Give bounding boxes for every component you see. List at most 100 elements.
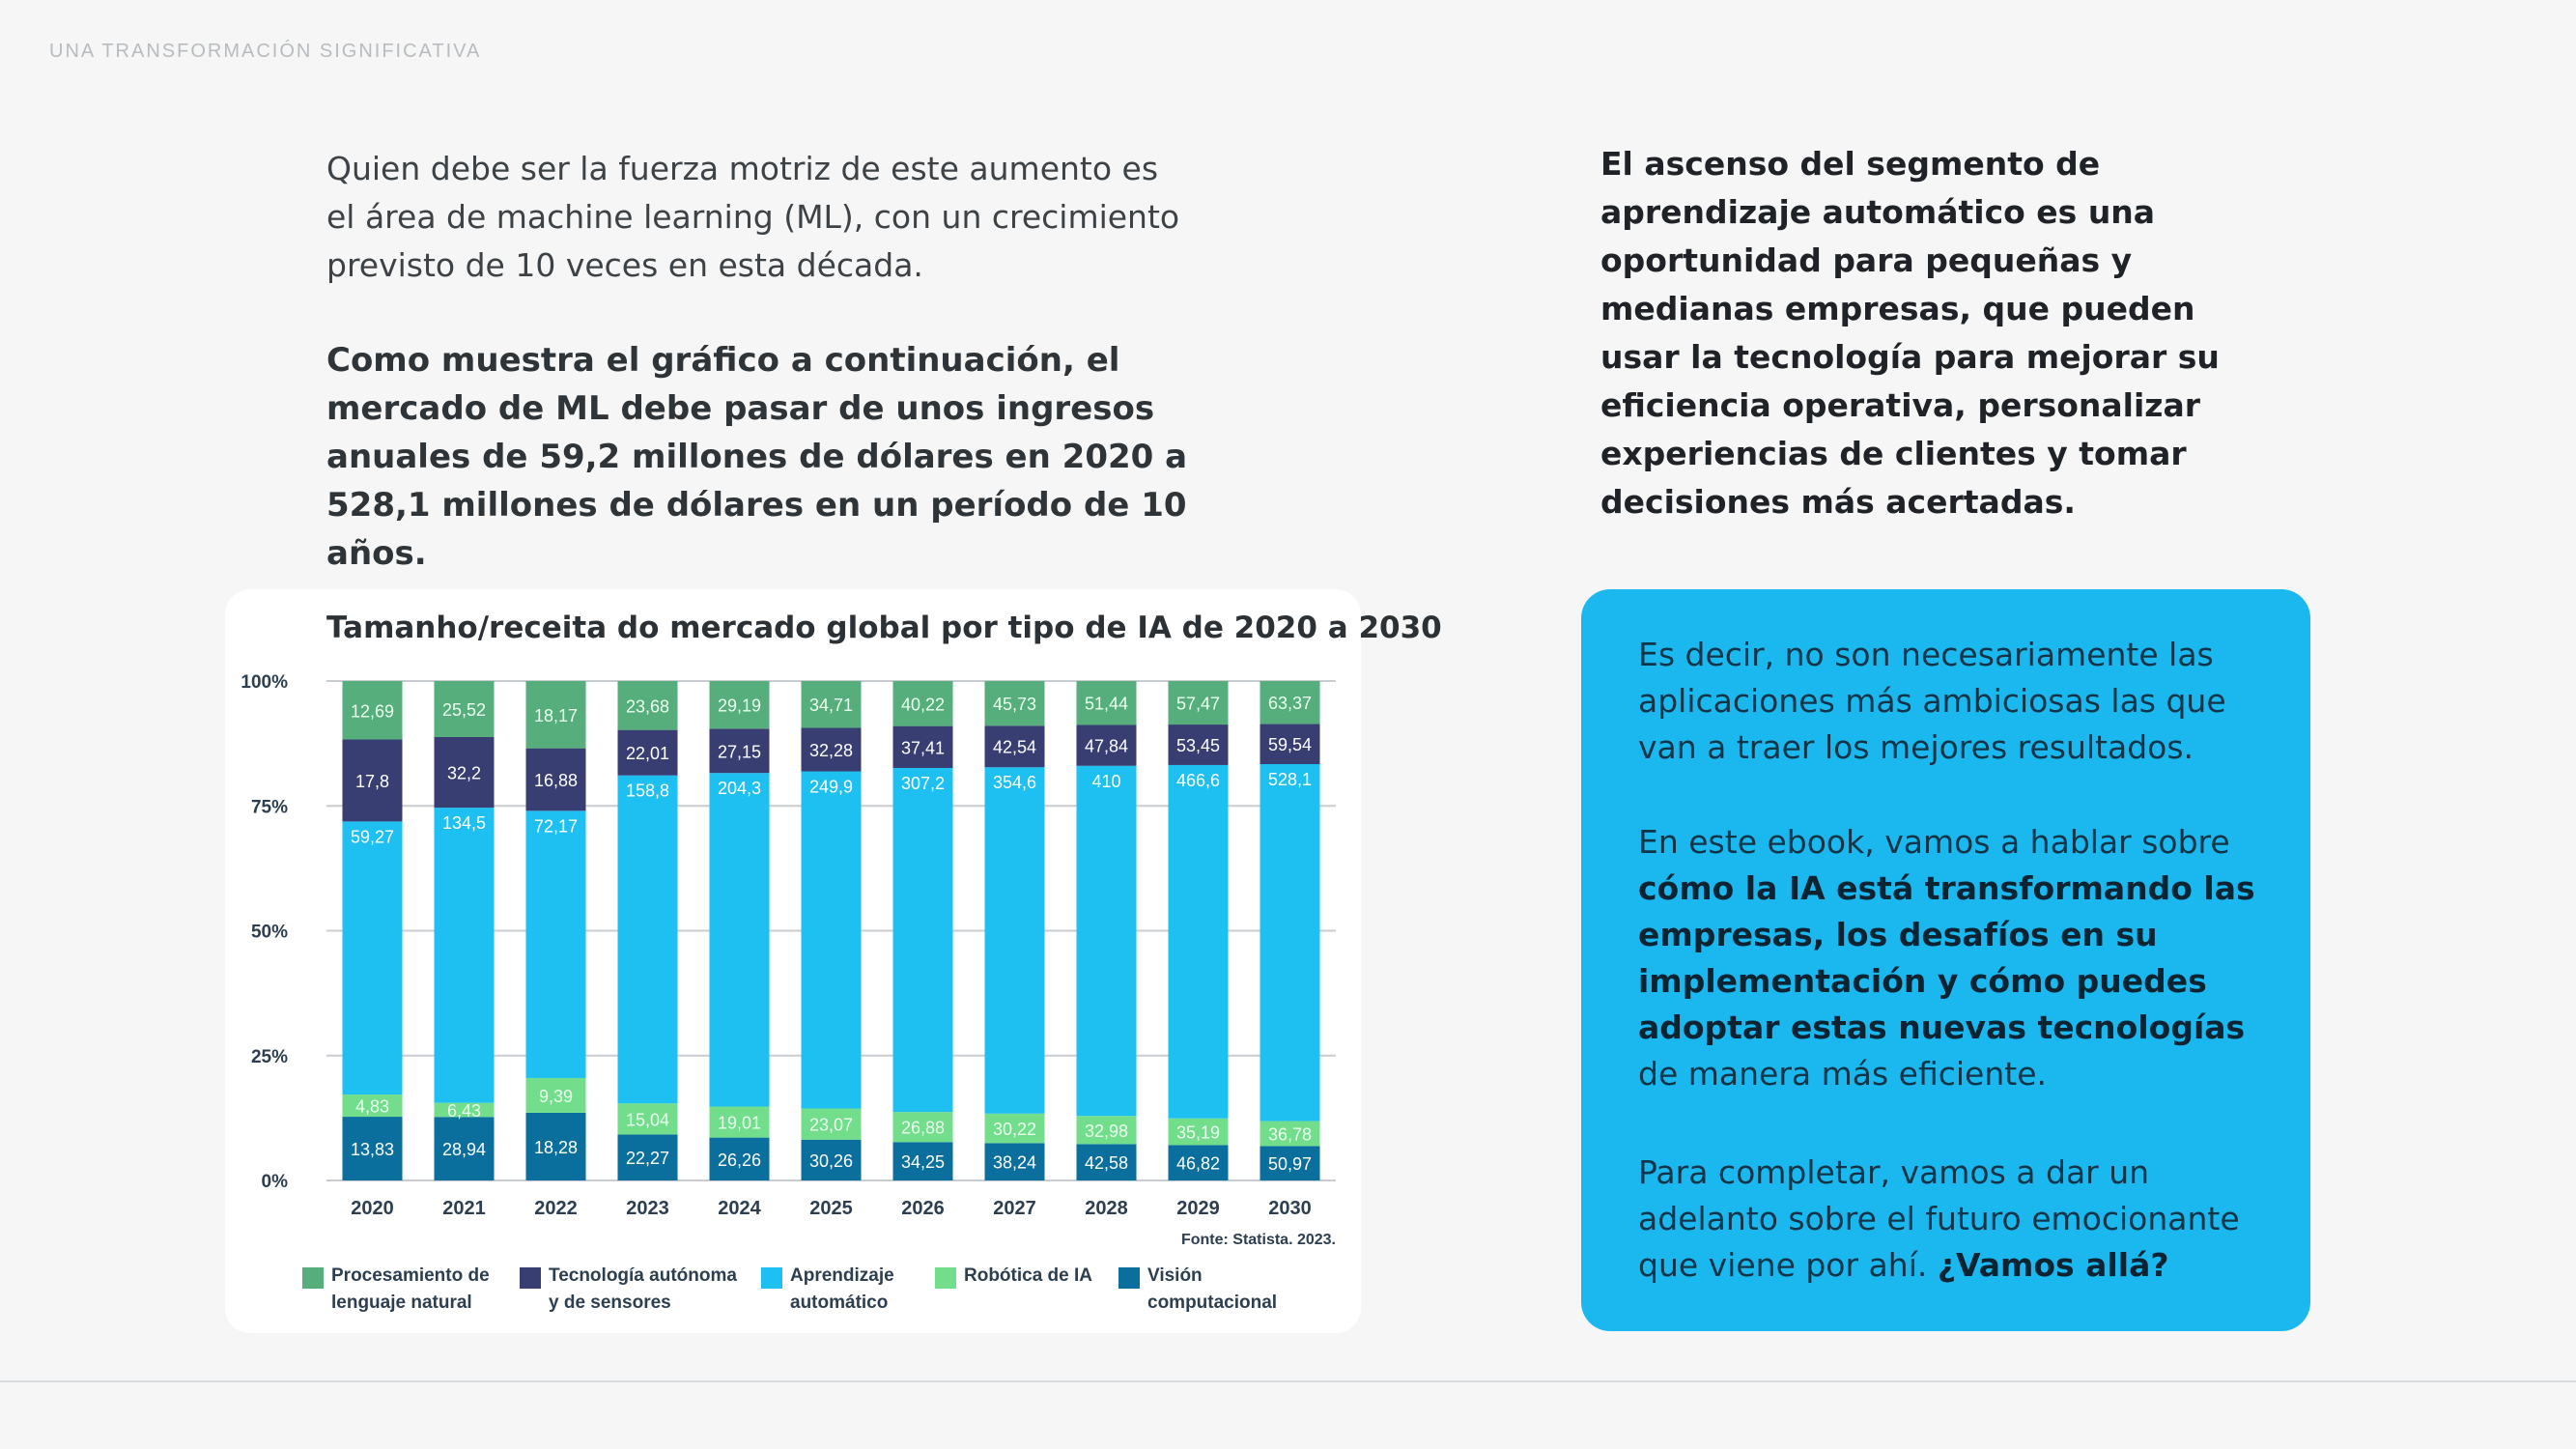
- bar-segment: [892, 681, 953, 726]
- data-label: 63,37: [1268, 694, 1312, 713]
- legend-label: lenguaje natural: [331, 1293, 472, 1313]
- data-label: 23,68: [626, 696, 669, 716]
- callout-p2-end: de manera más eficiente.: [1638, 1055, 2048, 1093]
- section-eyebrow: UNA TRANSFORMACIÓN SIGNIFICATIVA: [49, 41, 482, 62]
- bar-segment: [525, 748, 586, 811]
- bar-segment: [1260, 1146, 1320, 1180]
- y-tick-label: 75%: [251, 797, 288, 817]
- bar-segment: [1076, 681, 1137, 725]
- chart-title: Tamanho/receita do mercado global por ti…: [326, 611, 1442, 645]
- data-label: 134,5: [442, 813, 486, 833]
- data-label: 9,39: [539, 1087, 573, 1106]
- legend-label: automático: [790, 1293, 888, 1313]
- data-label: 72,17: [534, 816, 578, 836]
- bar-segment: [1260, 681, 1320, 724]
- bar-segment: [525, 810, 586, 1078]
- bar-segment: [342, 681, 403, 740]
- legend-label: Robótica de IA: [964, 1265, 1092, 1286]
- callout-paragraph-1: Es decir, no son necesariamente las apli…: [1638, 636, 2226, 766]
- data-label: 6,43: [447, 1101, 481, 1121]
- data-label: 32,28: [809, 741, 853, 760]
- bar-segment: [1076, 724, 1137, 766]
- data-label: 28,94: [442, 1140, 486, 1159]
- legend-label: computacional: [1147, 1293, 1277, 1313]
- callout-box: Es decir, no son necesariamente las apli…: [1581, 589, 2310, 1331]
- callout-paragraph-3: Para completar, vamos a dar un adelanto …: [1638, 1150, 2256, 1289]
- data-label: 410: [1091, 772, 1120, 791]
- legend-swatch: [1118, 1267, 1140, 1289]
- y-tick-label: 0%: [262, 1172, 289, 1192]
- stacked-bar-chart: 0% 25% 50% 75% 100% 13,83 4,83 59,27 17,8 12,69 20…: [241, 672, 1336, 1313]
- bar-segment: [801, 727, 862, 772]
- legend-swatch: [935, 1267, 956, 1289]
- data-label: 307,2: [901, 774, 945, 793]
- x-tick-label: 2028: [1085, 1198, 1128, 1219]
- bar-segment: [525, 1112, 586, 1180]
- bar-segment: [1076, 1144, 1137, 1180]
- data-label: 18,17: [534, 706, 578, 725]
- legend-swatch: [520, 1267, 541, 1289]
- data-label: 32,2: [447, 764, 481, 783]
- x-tick-label: 2029: [1176, 1198, 1220, 1219]
- data-label: 42,54: [993, 738, 1036, 757]
- bar-segment: [342, 821, 403, 1095]
- bar-segment: [1076, 1116, 1137, 1145]
- bar-segment: [434, 736, 495, 809]
- data-label: 30,22: [993, 1120, 1036, 1139]
- data-label: 46,82: [1176, 1154, 1220, 1174]
- x-tick-label: 2026: [901, 1198, 945, 1219]
- y-tick-label: 25%: [251, 1047, 288, 1067]
- data-label: 22,27: [626, 1149, 669, 1168]
- chart-source: Fonte: Statista. 2023.: [1181, 1232, 1336, 1248]
- bar-segment: [892, 1142, 953, 1180]
- legend-label: Aprendizaje: [790, 1265, 894, 1286]
- data-label: 17,8: [355, 772, 389, 791]
- data-label: 249,9: [809, 778, 853, 797]
- x-tick-label: 2024: [718, 1198, 761, 1219]
- bar-segment: [892, 1112, 953, 1143]
- bar-segment: [434, 808, 495, 1103]
- bar-segment: [342, 739, 403, 822]
- data-label: 59,27: [351, 827, 394, 846]
- bar-segment: [1168, 681, 1229, 725]
- bar-segment: [892, 725, 953, 768]
- data-label: 4,83: [355, 1097, 389, 1117]
- x-tick-label: 2023: [626, 1198, 669, 1219]
- x-tick-label: 2022: [534, 1198, 578, 1219]
- bar-segment: [709, 728, 770, 774]
- data-label: 45,73: [993, 695, 1036, 714]
- bar-segment: [617, 1103, 678, 1135]
- data-label: 528,1: [1268, 770, 1312, 789]
- bar-segment: [525, 1077, 586, 1113]
- data-label: 51,44: [1085, 695, 1128, 714]
- y-tick-label: 50%: [251, 923, 288, 943]
- bar-segment: [1168, 1145, 1229, 1180]
- bar-segment: [1260, 724, 1320, 765]
- data-label: 18,28: [534, 1138, 578, 1157]
- data-label: 22,01: [626, 744, 669, 763]
- callout-p3-bold: ¿Vamos allá?: [1937, 1246, 2169, 1284]
- data-label: 25,52: [442, 700, 486, 720]
- bar-segment: [1260, 764, 1320, 1122]
- bar-segment: [801, 1139, 862, 1180]
- data-label: 47,84: [1085, 737, 1128, 756]
- data-label: 50,97: [1268, 1154, 1312, 1174]
- callout-paragraph-2: En este ebook, vamos a hablar sobre cómo…: [1638, 819, 2256, 1097]
- data-label: 13,83: [351, 1140, 394, 1159]
- callout-p3-start: Para completar, vamos a dar un adelanto …: [1638, 1153, 2240, 1284]
- bar-segment: [709, 773, 770, 1107]
- bar-segment: [617, 1134, 678, 1180]
- data-label: 158,8: [626, 781, 669, 801]
- callout-p2-bold: cómo la IA está transformando las empres…: [1638, 869, 2255, 1046]
- data-label: 16,88: [534, 771, 578, 790]
- data-label: 19,01: [718, 1114, 761, 1133]
- x-tick-label: 2025: [809, 1198, 853, 1219]
- bar-segment: [434, 1117, 495, 1180]
- bar-segment: [892, 767, 953, 1113]
- data-label: 354,6: [993, 773, 1036, 792]
- data-label: 34,71: [809, 696, 853, 715]
- bar-segment: [709, 1137, 770, 1180]
- data-label: 57,47: [1176, 695, 1220, 714]
- bar-segment: [1168, 724, 1229, 765]
- legend-swatch: [302, 1267, 324, 1289]
